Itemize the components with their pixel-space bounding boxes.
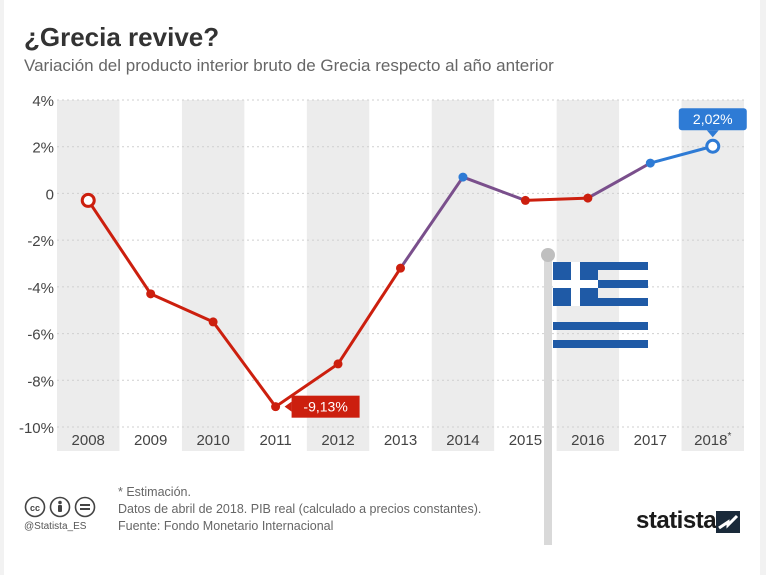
x-tick-label: 2013 xyxy=(384,432,417,449)
note-data-info: Datos de abril de 2018. PIB real (calcul… xyxy=(118,502,482,516)
data-point xyxy=(146,289,156,299)
chart-title: ¿Grecia revive? xyxy=(24,22,220,52)
statista-logo-icon xyxy=(716,511,740,533)
x-tick-label: 2017 xyxy=(634,432,667,449)
flag-stripe xyxy=(553,340,648,348)
cc-icon: cc xyxy=(24,496,46,518)
note-estimate: * Estimación. xyxy=(118,485,191,499)
line-segment xyxy=(150,292,214,324)
y-tick-label: -8% xyxy=(27,373,54,390)
chart-subtitle: Variación del producto interior bruto de… xyxy=(24,56,554,75)
data-label: 2,02% xyxy=(693,111,733,127)
data-point xyxy=(705,138,721,154)
license-icons: cc xyxy=(24,496,100,523)
grid-band xyxy=(681,100,744,451)
statista-logo[interactable]: statista xyxy=(636,507,717,534)
line-segment xyxy=(525,196,588,202)
data-point xyxy=(396,263,405,273)
flag-stripe xyxy=(553,262,648,270)
data-point xyxy=(208,317,218,327)
x-tick-label: 2015 xyxy=(509,432,542,449)
by-icon xyxy=(49,496,71,518)
flag-cross xyxy=(553,280,598,288)
y-tick-label: -4% xyxy=(27,280,54,297)
line-segment xyxy=(336,267,402,365)
flag-stripe xyxy=(553,298,648,306)
data-point xyxy=(520,195,530,205)
x-tick-label: 2010 xyxy=(196,432,229,449)
line-segment xyxy=(211,321,277,408)
x-tick-label: 2011 xyxy=(259,432,291,449)
data-point xyxy=(458,172,468,182)
line-segment xyxy=(399,176,465,270)
data-label-box xyxy=(678,108,747,131)
data-point xyxy=(583,193,593,203)
y-tick-label: 0 xyxy=(46,186,54,203)
grid-band xyxy=(57,100,120,451)
x-tick-label: 2018* xyxy=(694,431,731,449)
license-handle: @Statista_ES xyxy=(24,521,87,532)
flagpole xyxy=(544,255,552,545)
x-tick-label: 2014 xyxy=(446,432,479,449)
nd-icon xyxy=(74,496,96,518)
x-tick-label: 2009 xyxy=(134,432,167,449)
line-segment xyxy=(649,144,714,165)
line-segment xyxy=(274,362,339,408)
data-point xyxy=(333,359,343,369)
grid-band xyxy=(306,100,370,451)
data-label-pointer xyxy=(284,401,292,412)
x-tick-label: 2016 xyxy=(571,432,604,449)
x-tick-label: 2008 xyxy=(72,432,105,449)
chart-notes: * Estimación. Datos de abril de 2018. PI… xyxy=(118,484,481,535)
data-point xyxy=(80,192,96,208)
note-source: Fuente: Fondo Monetario Internacional xyxy=(118,519,334,533)
data-point xyxy=(271,402,281,412)
y-tick-label: -2% xyxy=(27,233,54,250)
line-segment xyxy=(587,161,652,200)
x-tick-label: 2012 xyxy=(321,432,354,449)
data-label: -9,13% xyxy=(303,399,347,415)
flagpole-cap xyxy=(541,248,555,262)
line-segment xyxy=(462,175,526,202)
y-tick-label: -10% xyxy=(19,420,54,437)
data-label-box xyxy=(291,395,360,418)
grid-band xyxy=(431,100,495,451)
y-tick-label: 2% xyxy=(32,140,54,157)
y-tick-label: -6% xyxy=(27,327,54,344)
data-point xyxy=(645,158,655,168)
svg-text:cc: cc xyxy=(30,503,40,513)
flag-stripe xyxy=(553,322,648,330)
flag-stripe xyxy=(553,280,648,288)
y-tick-label: 4% xyxy=(32,93,54,110)
data-label-pointer xyxy=(706,130,719,138)
grid-band xyxy=(181,100,245,451)
line-segment xyxy=(86,199,152,295)
